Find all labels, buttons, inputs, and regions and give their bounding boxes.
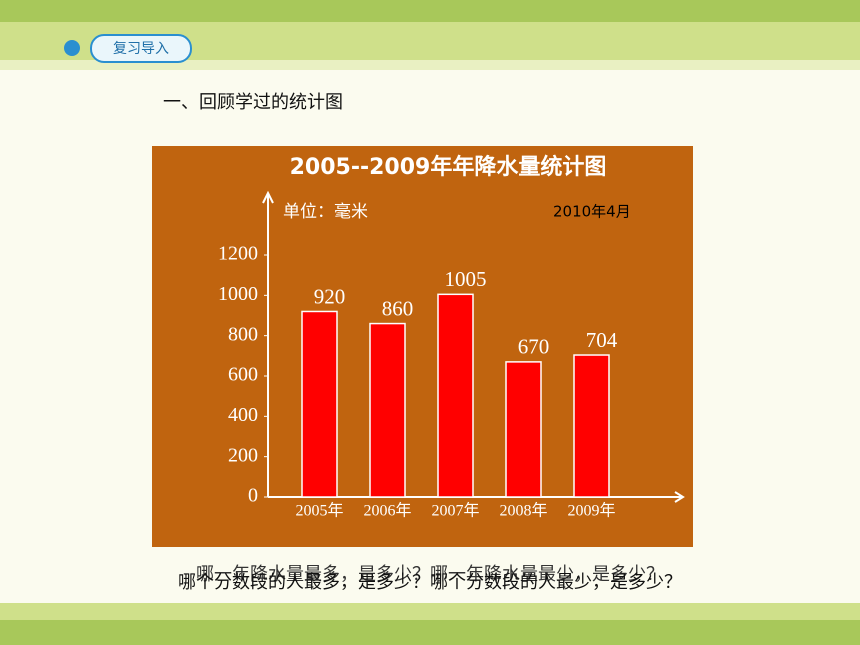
question: 哪一年降水量最多，是多少？哪一年降水量最少，是多少？ [196, 564, 664, 585]
bar [437, 293, 474, 498]
top-decoration-band [0, 0, 860, 22]
y-tick-label: 0 [248, 485, 258, 507]
y-tick-label: 1200 [218, 243, 258, 265]
bar [573, 354, 610, 498]
y-tick-label: 200 [228, 444, 258, 466]
tab-label: 复习导入 [113, 40, 169, 57]
x-tick-label: 2008年 [499, 502, 547, 520]
tab-icon [64, 40, 80, 56]
bar [505, 361, 542, 498]
question: 哪个分数段的人最多，是多少？哪个分数段的人最少，是多少？ [178, 572, 682, 593]
x-tick-label: 2005年 [295, 502, 343, 520]
y-tick-label: 1000 [218, 283, 258, 305]
x-tick-label: 2006年 [363, 502, 411, 520]
value-label: 1005 [445, 267, 487, 291]
value-label: 704 [586, 328, 618, 352]
tab-pill[interactable] [90, 34, 192, 63]
y-tick-label: 600 [228, 364, 258, 386]
unit-label: 单位：毫米 [283, 202, 368, 222]
date-label: 2010年4月 [553, 203, 631, 221]
value-label: 670 [518, 335, 550, 359]
chart-title: 2005--2009年年降水量统计图 [290, 154, 607, 180]
bar [301, 310, 338, 498]
y-tick-label: 400 [228, 404, 258, 426]
value-label: 920 [314, 284, 346, 308]
top-decoration-edge [0, 60, 860, 70]
y-axis-arrow [262, 190, 274, 204]
x-tick-label: 2007年 [431, 502, 479, 520]
x-tick-label: 2009年 [567, 502, 615, 520]
bottom-decoration-band [0, 620, 860, 645]
value-label: 860 [382, 296, 414, 320]
bar [369, 322, 406, 498]
heading: 一、回顾学过的统计图 [163, 92, 343, 113]
y-tick-label: 800 [228, 323, 258, 345]
x-axis-arrow [674, 491, 685, 503]
